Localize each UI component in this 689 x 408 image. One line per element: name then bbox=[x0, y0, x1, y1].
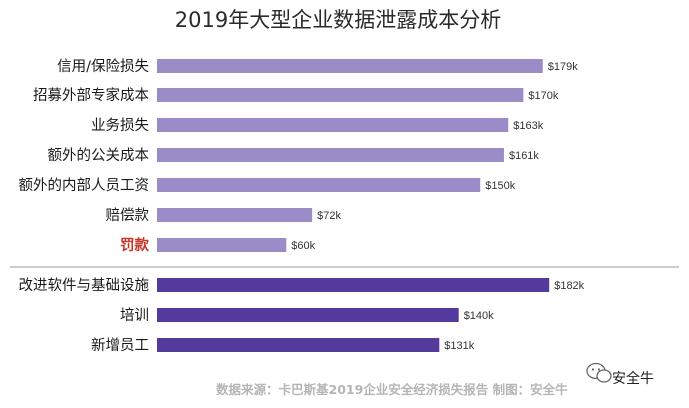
bar bbox=[157, 308, 459, 322]
wechat-icon bbox=[586, 362, 612, 383]
value-label: $131k bbox=[444, 340, 474, 352]
category-label: 额外的公关成本 bbox=[48, 147, 150, 164]
category-label: 额外的内部人员工资 bbox=[19, 177, 150, 194]
chart-title: 2019年大型企业数据泄露成本分析 bbox=[175, 8, 501, 32]
bar bbox=[157, 178, 481, 192]
category-label: 培训 bbox=[120, 307, 149, 324]
category-label: 信用/保险损失 bbox=[57, 58, 149, 75]
bar bbox=[157, 338, 440, 352]
value-label: $170k bbox=[528, 90, 558, 102]
category-label: 罚款 bbox=[120, 236, 149, 254]
category-label: 招募外部专家成本 bbox=[33, 87, 149, 104]
value-label: $140k bbox=[464, 310, 494, 322]
value-label: $60k bbox=[291, 240, 315, 252]
value-label: $179k bbox=[548, 61, 578, 73]
category-label: 新增员工 bbox=[91, 337, 149, 354]
bar bbox=[157, 118, 509, 132]
source-note: 数据来源：卡巴斯基2019企业安全经济损失报告 制图：安全牛 bbox=[215, 382, 568, 397]
bar bbox=[157, 208, 313, 222]
watermark: 安全牛 bbox=[586, 362, 654, 387]
bar bbox=[157, 148, 504, 162]
value-label: $182k bbox=[554, 280, 584, 292]
bar bbox=[157, 278, 550, 292]
bar bbox=[157, 59, 543, 73]
category-label: 业务损失 bbox=[91, 117, 149, 134]
bar bbox=[157, 238, 287, 252]
bar bbox=[157, 88, 524, 102]
value-label: $150k bbox=[485, 180, 515, 192]
value-label: $161k bbox=[509, 150, 539, 162]
value-label: $72k bbox=[317, 210, 341, 222]
category-label: 改进软件与基础设施 bbox=[19, 277, 150, 294]
category-label: 赔偿款 bbox=[106, 207, 150, 224]
bar-group: 信用/保险损失 $179k 招募外部专家成本 $170k 业务损失 $163k 额外的公关成… bbox=[19, 58, 585, 354]
watermark-text: 安全牛 bbox=[612, 370, 654, 387]
value-label: $163k bbox=[513, 120, 543, 132]
